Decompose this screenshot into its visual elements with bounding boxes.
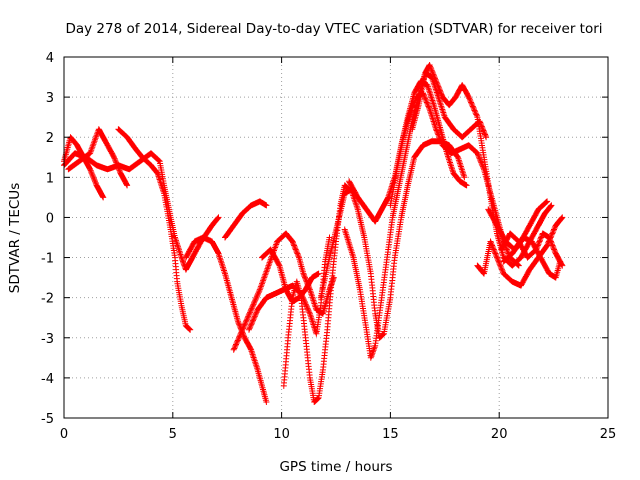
series-track-16 — [474, 214, 566, 289]
series-track-19 — [500, 198, 551, 265]
x-tick-label: 25 — [600, 427, 617, 442]
plus-markers — [500, 198, 551, 265]
series-track-6 — [230, 230, 337, 353]
series-track-3 — [65, 126, 131, 189]
x-tick-label: 5 — [169, 427, 177, 442]
x-tick-label: 0 — [60, 427, 68, 442]
series-track-1 — [61, 150, 222, 273]
plus-markers — [474, 214, 566, 289]
y-tick-label: -1 — [41, 252, 54, 267]
plot-frame — [63, 56, 609, 419]
y-tick-label: 1 — [46, 171, 54, 186]
y-tick-label: 4 — [46, 51, 54, 66]
axis-ticks — [63, 56, 609, 419]
series-track-18 — [498, 230, 566, 269]
y-tick-label: 3 — [46, 91, 54, 106]
plus-markers — [182, 234, 270, 405]
plus-markers — [61, 150, 222, 273]
plus-markers — [409, 62, 555, 269]
y-axis-title: SDTVAR / TECUs — [7, 183, 23, 293]
x-tick-label: 10 — [273, 427, 290, 442]
chart-title: Day 278 of 2014, Sidereal Day-to-day VTE… — [65, 21, 602, 37]
series-track-10 — [246, 234, 333, 337]
x-tick-label: 20 — [491, 427, 508, 442]
plus-markers — [115, 126, 194, 333]
y-tick-label: 0 — [46, 211, 54, 226]
tick-labels: 0 5 10 15 20 25 -5 -4 -3 -2 -1 0 1 2 3 4 — [41, 51, 616, 442]
plus-markers — [230, 230, 337, 353]
y-tick-label: -5 — [41, 412, 54, 427]
data-points — [61, 62, 566, 405]
y-tick-label: -2 — [41, 292, 54, 307]
x-axis-title: GPS time / hours — [279, 459, 392, 475]
y-tick-label: -4 — [41, 372, 54, 387]
plus-markers — [222, 198, 270, 241]
series-track-5 — [182, 234, 270, 405]
series-track-15 — [409, 62, 555, 269]
x-tick-label: 15 — [382, 427, 399, 442]
series-track-7 — [222, 198, 270, 241]
series-track-4 — [115, 126, 194, 333]
plus-markers — [246, 234, 333, 337]
y-tick-label: 2 — [46, 131, 54, 146]
plus-markers — [498, 230, 566, 269]
y-tick-label: -3 — [41, 332, 54, 347]
plus-markers — [65, 126, 131, 189]
